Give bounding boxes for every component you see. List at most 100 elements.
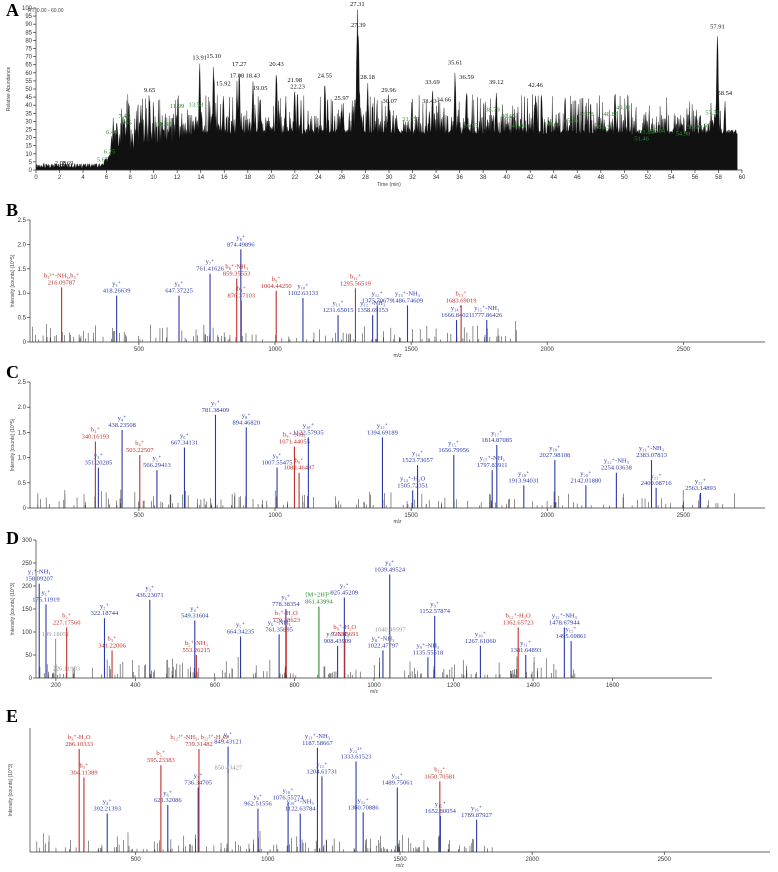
peak-label: y₁₂⁺ — [372, 290, 384, 297]
peak-label: y₁₅⁺ — [435, 801, 447, 808]
x-tick-label: 2000 — [541, 347, 555, 353]
peak-label: 1777.86426 — [471, 312, 503, 319]
peak-label: 45.46 — [564, 118, 579, 125]
x-tick-label: 54 — [668, 175, 675, 181]
peak-label: y₁₀⁺ — [475, 631, 487, 638]
peak-label: y₇⁺ — [211, 400, 221, 407]
x-tick-label: 2000 — [541, 513, 555, 519]
peak-label: y₈⁺ — [236, 234, 246, 241]
peak-label: 894.46820 — [232, 419, 260, 426]
peak-label: y₉⁺ — [273, 453, 283, 460]
peak-label: 1039.49524 — [374, 567, 406, 574]
peak-label: 33.69 — [425, 79, 440, 86]
peak-label: b₃⁺ — [108, 635, 118, 642]
y-tick-label: 55 — [25, 79, 32, 85]
peak-label: y₇⁺-NH₃ — [326, 631, 349, 638]
peak-label: 13.91 — [192, 54, 207, 61]
x-tick-label: 0 — [34, 175, 38, 181]
y-tick-label: 25 — [25, 128, 32, 134]
peak-label: 55.96 — [687, 124, 702, 131]
peak-label: y₄⁺ — [190, 606, 200, 613]
peak-label: 1007.55475 — [262, 460, 293, 467]
panel-c: C b₃⁺ 340.16193 y₃⁺ 351.20285 y₄⁺ 438.23508 b₄… — [0, 362, 778, 525]
peak-label: 58.54 — [718, 90, 733, 97]
peak-label: 33.43 — [422, 98, 437, 105]
peak-label: 6.25 — [104, 148, 115, 155]
peak-label: 19.05 — [253, 85, 268, 92]
peak-label: 17.27 — [232, 61, 247, 68]
peak-label: 286.10333 — [65, 741, 93, 748]
x-tick-label: 2000 — [525, 857, 539, 863]
peak-label: 340.16193 — [82, 433, 110, 440]
peak-label: 392.21393 — [93, 806, 121, 813]
peak-label: 1004.44250 — [261, 283, 292, 290]
peak-label: 1652.80054 — [425, 808, 457, 815]
peak-label: y₁⁺ — [42, 589, 52, 596]
peak-label: y₁₈⁺ — [518, 470, 530, 477]
y-tick-label: 70 — [25, 55, 32, 61]
peak-label: y₁₂⁺-NH₃ — [552, 612, 577, 619]
peak-label: y₄⁺ — [118, 415, 128, 422]
peak-label: 1478.67944 — [549, 619, 581, 626]
x-tick-label: 28 — [362, 175, 369, 181]
y-tick-label: 85 — [25, 30, 32, 36]
y-tick-label: 0.5 — [18, 316, 27, 322]
spectrum-d-chart: y₁⁺-NH₃158.09207y₁⁺175.11919199.18051226… — [10, 538, 712, 695]
x-tick-label: 1000 — [268, 513, 282, 519]
peak-label: 1656.79956 — [438, 447, 470, 454]
x-tick-label: 800 — [289, 683, 300, 689]
peak-label: 5.65 — [97, 157, 108, 164]
peak-label: 2.08 — [55, 160, 66, 167]
peak-label: y₁₇⁺-NH₃ — [480, 455, 505, 462]
peak-label: y₈⁺-NH₃ — [372, 635, 395, 642]
peak-label: y₁₂⁺ — [358, 797, 370, 804]
x-axis-label: m/z — [393, 353, 402, 359]
x-tick-label: 500 — [134, 347, 145, 353]
peak-label: b₁₂²⁺-NH₃, b₁₂²⁺-H₂O — [170, 734, 228, 741]
x-axis-label: m/z — [393, 519, 402, 525]
peak-label: 850.43427 — [215, 765, 243, 772]
peak-label: y₁₄⁺ — [392, 773, 404, 780]
peak-label: y₁₁⁺ — [316, 761, 328, 768]
peak-label: 13.58 — [188, 101, 203, 108]
peak-label: y₁₃⁺-NH₃ — [395, 290, 420, 297]
x-tick-label: 2 — [58, 175, 62, 181]
peak-label: 2383.07813 — [636, 452, 667, 459]
peak-label: 199.18051 — [42, 631, 70, 638]
peak-label: y₆⁺-NH₃ — [268, 619, 291, 626]
x-tick-label: 2500 — [677, 513, 691, 519]
peak-label: 1267.61060 — [465, 638, 496, 645]
peak-label: 739.31482 — [185, 741, 213, 748]
peak-label: 1295.56519 — [340, 280, 371, 287]
peak-label: y₂₁⁺ — [651, 473, 663, 480]
x-tick-label: 1000 — [367, 683, 381, 689]
x-tick-label: 14 — [197, 175, 204, 181]
spectrum-c-chart: b₃⁺340.16193y₃⁺351.20285y₄⁺438.23508b₄⁺5… — [10, 380, 765, 525]
peak-label: 38.79 — [485, 106, 500, 113]
peak-label: 51.46 — [634, 135, 649, 142]
peak-label: 1135.55518 — [413, 649, 444, 656]
peak-label: y₈⁺ — [224, 732, 234, 739]
peak-label: y₁₄⁺-H₂O — [400, 475, 425, 482]
x-axis-label: m/z — [396, 863, 405, 869]
peak-label: 438.23508 — [108, 422, 136, 429]
peak-label: 25.97 — [334, 95, 349, 102]
x-tick-label: 1000 — [268, 347, 282, 353]
peak-label: y₆⁺ — [180, 433, 190, 440]
peak-label: 1381.64893 — [510, 647, 541, 654]
peak-label: 49.91 — [616, 105, 631, 112]
x-tick-label: 600 — [210, 683, 221, 689]
y-axis-label: Intensity [counts] (10^5) — [10, 418, 16, 471]
x-tick-label: 500 — [131, 857, 142, 863]
peak-label: y₁₄⁺ — [412, 450, 424, 457]
x-tick-label: 38 — [480, 175, 487, 181]
x-axis-label: m/z — [370, 689, 379, 695]
x-tick-label: 4 — [81, 175, 85, 181]
peak-label: y₇⁺ — [206, 259, 216, 266]
peak-label: 595.23383 — [147, 757, 175, 764]
peak-label: 1650.70581 — [424, 773, 455, 780]
peak-label: 44.01 — [547, 121, 562, 128]
x-tick-label: 1600 — [606, 683, 620, 689]
peak-label: y₅⁺ — [152, 455, 162, 462]
peak-label: 418.26639 — [103, 288, 131, 295]
